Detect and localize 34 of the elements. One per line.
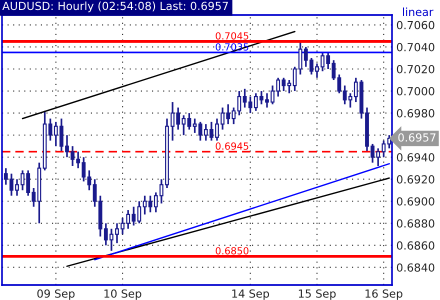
y-tick-label: 0.7000 [396,87,434,96]
candlestick [237,90,242,116]
candlestick [292,66,297,92]
y-tick-label: 0.6840 [396,263,434,272]
x-tick-label: 14 Sep [232,289,270,300]
x-tick-label: 15 Sep [298,289,336,300]
text: 0.6957 [398,133,436,142]
chart-title: AUDUSD: Hourly (02:54:08) Last: 0.6957 [2,2,228,12]
y-tick-label: 0.7060 [396,20,434,30]
candlestick [92,178,97,208]
ref-line-label: 0.6945 [216,142,248,150]
y-tick-label: 0.6860 [396,241,434,250]
candlestick [137,200,142,224]
candlestick [242,88,247,108]
y-tick-label: 0.6920 [396,175,434,184]
ref-line-label: 0.7035 [216,43,248,51]
candlestick [187,112,192,130]
ref-line-label: 0.7045 [216,32,248,40]
x-tick-label: 16 Sep [366,289,402,300]
candlestick [142,194,147,216]
x-tick-label: 09 Sep [37,289,75,300]
y-tick-label: 0.6940 [396,153,434,162]
text: linear [403,8,434,16]
y-tick-label: 0.6880 [396,219,434,228]
candlestick [192,118,197,134]
y-tick-label: 0.6980 [396,109,434,118]
ref-line-label: 0.6850 [216,247,248,254]
y-tick-label: 0.6900 [396,197,434,206]
y-tick-label: 0.7020 [396,64,434,74]
candlestick [337,74,342,94]
x-tick-label: 10 Sep [104,289,142,300]
candlestick [342,84,347,106]
y-tick-label: 0.7040 [396,42,434,52]
candlestick [87,170,92,192]
